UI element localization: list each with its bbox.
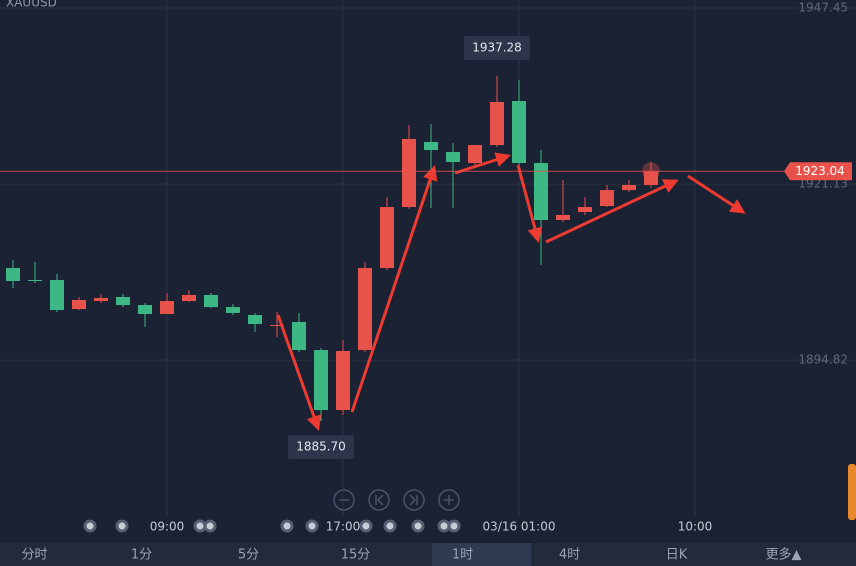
dot [359,519,373,533]
last-price-glow [642,162,660,181]
candle-body [644,171,658,186]
scroll-handle[interactable] [848,464,856,520]
prev[interactable] [368,489,390,511]
candle-body [314,350,328,411]
tab-active [432,543,531,566]
candle-body [204,294,218,308]
dot [83,519,97,533]
candle-body [138,305,152,314]
candle-body [292,322,306,351]
candle-body [72,300,86,310]
candles [6,76,658,422]
x-tick-label: 17:00 [326,520,361,534]
candle-body [490,102,504,146]
candle-body [556,214,570,221]
candle-body [468,145,482,164]
last-price-tag [784,162,852,181]
zoom-out[interactable] [333,489,355,511]
tab[interactable]: 更多▲ [766,547,802,563]
candle-body [248,314,262,325]
x-tick-label: 03/16 01:00 [483,520,556,534]
candle-body [512,101,526,164]
dot [280,519,294,533]
arrows [276,152,746,431]
arrow [545,179,679,244]
y-tick-label: 1894.82 [798,353,848,367]
candle-body [160,301,174,314]
candle-body [358,268,372,351]
candle-body [380,207,394,269]
candle-body [6,268,20,282]
candle-body [116,296,130,306]
candle-body [424,142,438,151]
arrow [276,314,322,431]
candle-body [578,207,592,212]
candle-body [50,280,64,311]
tabs: 分时 1分 5分 15分 1时 4时 日K 更多▲ [21,543,802,566]
dot [203,519,217,533]
candle-body [336,350,350,411]
dot [411,519,425,533]
symbol: XAUUSD [6,0,57,10]
dot [115,519,129,533]
tab[interactable]: 1分 [131,548,152,563]
tab[interactable]: 15分 [341,548,371,563]
tab[interactable]: 1时 [452,548,473,563]
timeline-dots [83,519,461,533]
dot [383,519,397,533]
dot [305,519,319,533]
candle-body [94,297,108,302]
tab[interactable]: 分时 [21,548,47,563]
candle-body [270,325,284,327]
tab-bar [0,543,856,566]
annotation-box [464,36,530,61]
candle-body [534,163,548,221]
tab[interactable]: 5分 [238,548,259,563]
candle-body [28,280,42,282]
arrow [454,152,511,175]
candle-body [600,190,614,207]
candle-body [402,138,416,208]
next[interactable] [403,489,425,511]
x-tick-label: 09:00 [150,520,185,534]
annotation-box [288,435,354,460]
zoom-controls [333,489,460,511]
candle-body [182,294,196,302]
annotation-label: 1937.28 [472,41,522,55]
zoom-in[interactable] [438,489,460,511]
candle-body [226,307,240,313]
candle-body [446,151,460,163]
annotation-label: 1885.70 [296,440,346,454]
last-price-label: 1923.04 [795,164,845,178]
tab[interactable]: 日K [666,548,688,563]
arrow [350,165,438,413]
candle-body [622,185,636,191]
y-tick-label: 1947.45 [798,1,848,15]
x-tick-label: 10:00 [678,520,713,534]
arrow [516,164,543,243]
arrow [687,174,746,214]
tab[interactable]: 4时 [559,548,580,563]
dot [447,519,461,533]
